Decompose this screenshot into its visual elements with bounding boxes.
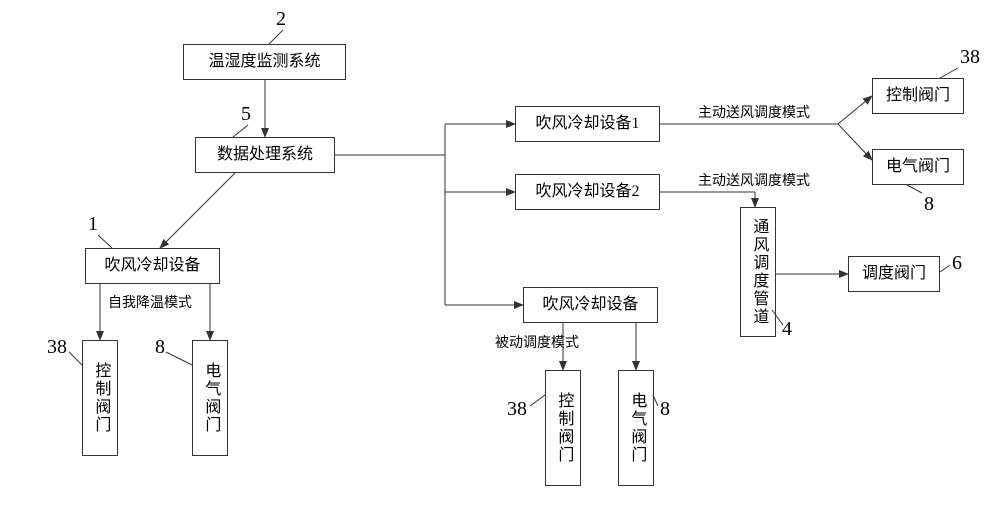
self-cool-label: 自我降温模式 xyxy=(108,292,192,312)
blow-left-label: 吹风冷却设备 xyxy=(104,256,200,277)
blow2-box: 吹风冷却设备2 xyxy=(515,174,660,210)
monitor-label: 温湿度监测系统 xyxy=(208,52,320,73)
blow-mid-label: 吹风冷却设备 xyxy=(542,295,638,316)
elec-left-box: 电气阀门 xyxy=(192,340,228,456)
ctrl-mid-box: 控制阀门 xyxy=(545,370,581,486)
blow2-label: 吹风冷却设备2 xyxy=(535,182,639,203)
ctrl-mid-label: 控制阀门 xyxy=(553,392,574,464)
elec-mid-label: 电气阀门 xyxy=(626,392,647,464)
duct-box: 通风调度管道 xyxy=(740,207,776,337)
process-box: 数据处理系统 xyxy=(195,137,335,173)
blow1-label: 吹风冷却设备1 xyxy=(535,114,639,135)
callout-38-left: 38 xyxy=(47,336,67,359)
sched-valve-label: 调度阀门 xyxy=(862,264,926,285)
callout-5: 5 xyxy=(241,103,251,126)
callout-38-mid: 38 xyxy=(507,398,527,421)
blow-mid-box: 吹风冷却设备 xyxy=(523,287,658,323)
process-label: 数据处理系统 xyxy=(217,145,313,166)
duct-label: 通风调度管道 xyxy=(748,218,769,326)
elec-right-box: 电气阀门 xyxy=(872,149,964,185)
blow-left-box: 吹风冷却设备 xyxy=(85,248,220,284)
callout-8-left: 8 xyxy=(155,336,165,359)
callout-8-right: 8 xyxy=(924,193,934,216)
elec-left-label: 电气阀门 xyxy=(200,362,221,434)
elec-mid-box: 电气阀门 xyxy=(618,370,654,486)
active1-label: 主动送风调度模式 xyxy=(698,102,810,122)
elec-right-label: 电气阀门 xyxy=(886,157,950,178)
active2-label: 主动送风调度模式 xyxy=(698,170,810,190)
callout-1: 1 xyxy=(88,213,98,236)
passive-label: 被动调度模式 xyxy=(495,332,579,352)
callout-6: 6 xyxy=(952,252,962,275)
ctrl-right-label: 控制阀门 xyxy=(886,86,950,107)
callout-38-right: 38 xyxy=(960,46,980,69)
sched-valve-box: 调度阀门 xyxy=(848,256,940,292)
blow1-box: 吹风冷却设备1 xyxy=(515,106,660,142)
callout-8-mid: 8 xyxy=(660,398,670,421)
ctrl-left-label: 控制阀门 xyxy=(90,362,111,434)
callout-2: 2 xyxy=(276,8,286,31)
callout-4: 4 xyxy=(782,318,792,341)
ctrl-right-box: 控制阀门 xyxy=(872,78,964,114)
ctrl-left-box: 控制阀门 xyxy=(82,340,118,456)
monitor-box: 温湿度监测系统 xyxy=(183,44,346,80)
